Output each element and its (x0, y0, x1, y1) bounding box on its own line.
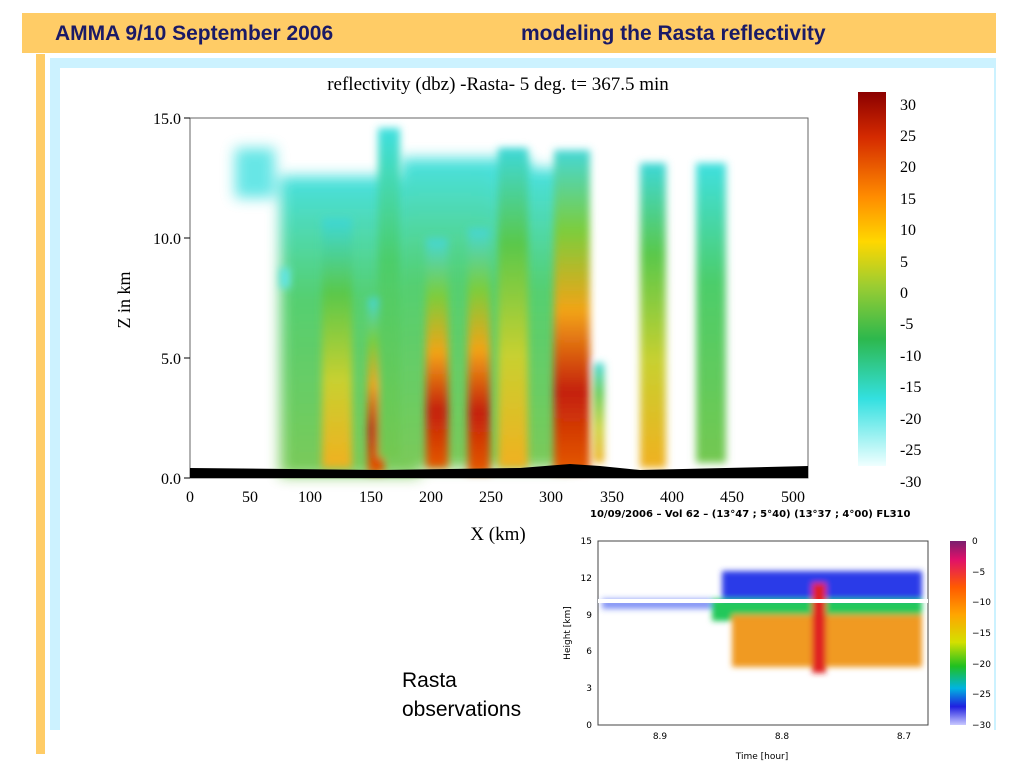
cell-x340 (594, 363, 604, 463)
colorbar-label: 5 (900, 254, 908, 271)
obs-colorbar-label: −5 (972, 568, 985, 578)
cell-x135 (322, 218, 352, 468)
model-y-axis-label: Z in km (114, 272, 134, 329)
colorbar-label: -5 (900, 316, 913, 333)
obs-y-tick: 3 (586, 684, 592, 694)
obs-y-tick: 0 (586, 721, 592, 731)
colorbar-label: -10 (900, 348, 921, 365)
obs-y-tick: 15 (581, 537, 592, 547)
obs-x-axis-label: Time [hour] (735, 752, 789, 762)
y-tick-label: 5.0 (161, 351, 181, 368)
obs-colorbar-label: −15 (972, 629, 991, 639)
cell-x275 (498, 148, 528, 468)
obs-y-axis-label: Height [km] (563, 606, 573, 660)
x-tick-label: 50 (242, 489, 258, 506)
colorbar-label: 30 (900, 97, 916, 114)
colorbar-label: -15 (900, 379, 921, 396)
obs-y-tick: 9 (586, 611, 592, 621)
obs-x-tick: 8.9 (653, 732, 668, 742)
x-tick-label: 0 (186, 489, 194, 506)
obs-x-tick: 8.8 (775, 732, 790, 742)
colorbar-label: -30 (900, 474, 921, 491)
obs-colorbar (950, 541, 966, 725)
x-tick-label: 150 (359, 489, 383, 506)
y-tick-label: 15.0 (153, 111, 181, 128)
colorbar-label: -25 (900, 442, 921, 459)
rasta-observation-figure: 10/09/2006 – Vol 62 – (13°47 ; 5°40) (13… (562, 503, 994, 765)
title-bar: AMMA 9/10 September 2006 modeling the Ra… (22, 13, 996, 53)
y-tick-label: 0.0 (161, 471, 181, 488)
obs-colorbar-label: −20 (972, 660, 991, 670)
model-colorbar-labels: 30 25 20 15 10 5 0 -5 -10 -15 -20 -25 -3… (900, 97, 921, 491)
model-plot-area (189, 117, 809, 479)
cell-x210 (426, 238, 448, 468)
obs-colorbar-label: −10 (972, 598, 991, 608)
colorbar-label: 15 (900, 191, 916, 208)
obs-colorbar-labels: 0 −5 −10 −15 −20 −25 −30 (972, 537, 991, 731)
obs-colorbar-label: −30 (972, 721, 991, 731)
model-colorbar (858, 92, 886, 466)
cell-x242 (468, 228, 490, 473)
colorbar-label: 10 (900, 222, 916, 239)
colorbar-label: -20 (900, 411, 921, 428)
x-tick-label: 200 (419, 489, 443, 506)
colorbar-label: 20 (900, 159, 916, 176)
obs-x-axis: 8.9 8.8 8.7 (653, 732, 911, 742)
x-tick-label: 400 (660, 489, 684, 506)
model-reflectivity-chart: reflectivity (dbz) -Rasta- 5 deg. t= 367… (114, 74, 921, 545)
colorbar-label: 25 (900, 128, 916, 145)
x-tick-label: 250 (479, 489, 503, 506)
x-tick-label: 350 (600, 489, 624, 506)
model-x-axis-label: X (km) (470, 524, 525, 545)
obs-y-tick: 12 (581, 574, 592, 584)
x-tick-label: 300 (539, 489, 563, 506)
obs-colorbar-label: −25 (972, 690, 991, 700)
model-y-axis: 0.0 5.0 10.0 15.0 (153, 111, 190, 488)
obs-colorbar-label: 0 (972, 537, 978, 547)
x-tick-label: 450 (720, 489, 744, 506)
obs-x-tick: 8.7 (897, 732, 911, 742)
obs-chart-title: 10/09/2006 – Vol 62 – (13°47 ; 5°40) (13… (590, 509, 910, 520)
x-tick-label: 500 (781, 489, 805, 506)
y-tick-label: 10.0 (153, 231, 181, 248)
cell-x175 (378, 128, 400, 458)
cell-x425 (696, 163, 726, 463)
terrain-surface (190, 464, 808, 478)
slide-title-right: modeling the Rasta reflectivity (521, 22, 826, 45)
cell-x385 (640, 163, 666, 468)
slide-title-left: AMMA 9/10 September 2006 (55, 22, 334, 45)
model-chart-title: reflectivity (dbz) -Rasta- 5 deg. t= 367… (327, 74, 669, 95)
cell-x320 (554, 150, 590, 472)
obs-y-tick: 6 (586, 647, 592, 657)
model-x-axis: 0 50 100 150 200 250 300 350 400 450 500 (186, 489, 805, 506)
obs-y-axis: 0 3 6 9 12 15 (581, 537, 593, 731)
x-tick-label: 100 (298, 489, 322, 506)
rasta-observations-caption: Rasta observations (402, 669, 522, 721)
left-accent-bar (36, 54, 45, 754)
colorbar-label: 0 (900, 285, 908, 302)
obs-echo-field (602, 571, 922, 673)
rasta-observation-chart: 10/09/2006 – Vol 62 – (13°47 ; 5°40) (13… (563, 509, 991, 762)
